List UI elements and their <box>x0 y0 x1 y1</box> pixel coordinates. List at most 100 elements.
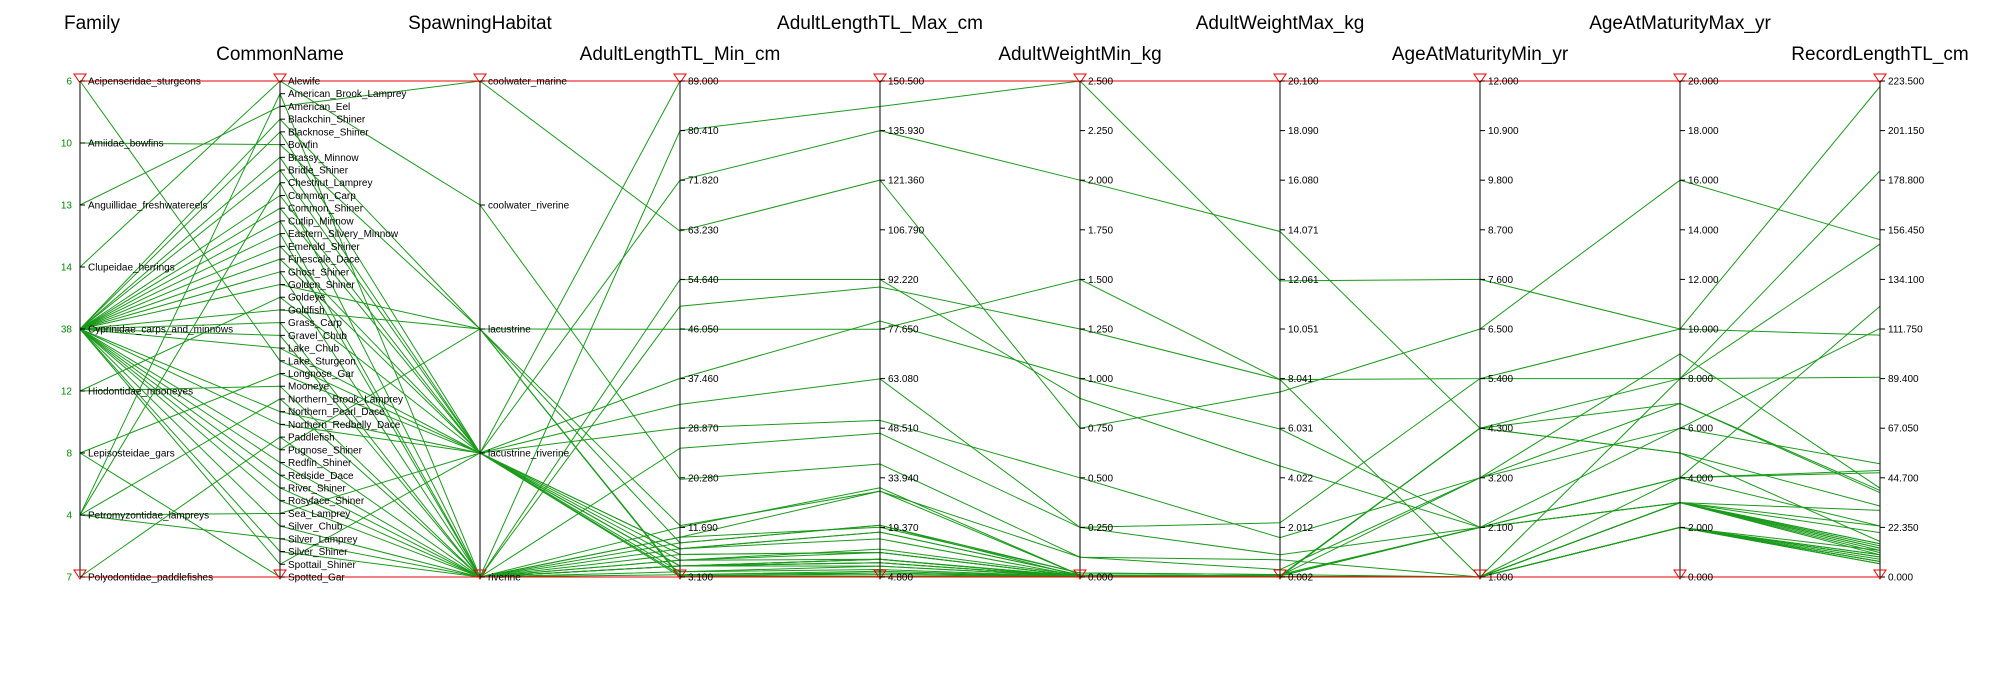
category-label-riverine: riverine <box>488 573 521 584</box>
record-line-grass-carp <box>79 243 1881 578</box>
category-label-chestnut-lamprey: Chestnut_Lamprey <box>288 178 373 189</box>
category-label-goldeye: Goldeye <box>288 293 326 304</box>
tick-label: 223.500 <box>1888 77 1925 88</box>
tick-label: 4.300 <box>1488 424 1513 435</box>
tick-label: 0.750 <box>1088 424 1113 435</box>
tick-label: 8.000 <box>1688 374 1713 385</box>
tick-label: 4.022 <box>1288 473 1313 484</box>
record-line-cutlip-minnow <box>79 220 1881 578</box>
axis-top-marker[interactable] <box>673 73 687 84</box>
category-label-coolwater-marine: coolwater_marine <box>488 77 567 88</box>
category-count: 6 <box>66 77 72 88</box>
axis-bottom-marker[interactable] <box>1273 569 1287 580</box>
axis-adultweightmin-kg: AdultWeightMin_kg 2.500 2.250 2.000 1.750 1.5… <box>998 44 1280 584</box>
axis-top-marker[interactable] <box>1273 73 1287 84</box>
tick-label: 0.500 <box>1088 473 1113 484</box>
tick-label: 1.750 <box>1088 225 1113 236</box>
axis-top-marker[interactable] <box>1473 73 1487 84</box>
axis-title: CommonName <box>216 44 344 65</box>
tick-label: 0.000 <box>1688 573 1713 584</box>
category-label-petromyzontidae-lampreys: Petromyzontidae_lampreys <box>88 511 209 522</box>
axis-top-marker[interactable] <box>873 73 887 84</box>
category-label-cyprinidae-carps-and-minnows: Cyprinidae_carps_and_minnows <box>88 325 233 336</box>
category-label-polyodontidae-paddlefishes: Polyodontidae_paddlefishes <box>88 573 213 584</box>
tick-label: 12.061 <box>1288 275 1319 286</box>
category-label-lepisosteidae-gars: Lepisosteidae_gars <box>88 449 175 460</box>
axes-layer: Family Acipenseridae_sturgeons 6 Amiidae_bo… <box>61 13 1969 584</box>
axis-title: AgeAtMaturityMax_yr <box>1589 13 1771 34</box>
axis-adultweightmax-kg: AdultWeightMax_kg 20.100 18.090 16.080 14.07… <box>1196 13 1480 584</box>
category-label-common-carp: Common_Carp <box>288 191 356 202</box>
tick-label: 156.450 <box>1888 225 1925 236</box>
category-label-common-shiner: Common_Shiner <box>288 204 364 215</box>
category-label-blackchin-shiner: Blackchin_Shiner <box>288 115 366 126</box>
axis-bottom-marker[interactable] <box>1673 569 1687 580</box>
category-count: 12 <box>61 387 73 398</box>
axis-top-marker[interactable] <box>1673 73 1687 84</box>
axis-bottom-marker[interactable] <box>873 569 887 580</box>
category-label-northern-brook-lamprey: Northern_Brook_Lamprey <box>288 394 403 405</box>
category-label-alewife: Alewife <box>288 77 321 88</box>
tick-label: 6.500 <box>1488 325 1513 336</box>
record-line-northern-brook-lamprey <box>79 398 1881 578</box>
axis-bottom-marker[interactable] <box>673 569 687 580</box>
axis-bottom-marker[interactable] <box>1073 569 1087 580</box>
category-count: 38 <box>61 325 73 336</box>
axis-bottom-marker[interactable] <box>1473 569 1487 580</box>
tick-label: 20.280 <box>688 473 719 484</box>
tick-label: 18.000 <box>1688 126 1719 137</box>
tick-label: 63.080 <box>888 374 919 385</box>
category-count: 13 <box>61 201 73 212</box>
category-label-american-eel: American_Eel <box>288 102 350 113</box>
category-label-emerald-shiner: Emerald_Shiner <box>288 242 360 253</box>
tick-label: 48.510 <box>888 424 919 435</box>
tick-label: 2.250 <box>1088 126 1113 137</box>
axis-top-marker[interactable] <box>273 73 287 84</box>
tick-label: 63.230 <box>688 225 719 236</box>
category-label-silver-shiner: Silver_Shiner <box>288 547 348 558</box>
category-label-brassy-minnow: Brassy_Minnow <box>288 153 359 164</box>
category-label-silver-lamprey: Silver_Lamprey <box>288 534 357 545</box>
tick-label: 3.200 <box>1488 473 1513 484</box>
tick-label: 8.700 <box>1488 225 1513 236</box>
tick-label: 8.041 <box>1288 374 1313 385</box>
category-label-golden-shiner: Golden_Shiner <box>288 280 355 291</box>
tick-label: 92.220 <box>888 275 919 286</box>
tick-label: 150.500 <box>888 77 925 88</box>
tick-label: 4.800 <box>888 573 913 584</box>
axis-bottom-marker[interactable] <box>473 569 487 580</box>
tick-label: 0.000 <box>1088 573 1113 584</box>
tick-label: 22.350 <box>1888 523 1919 534</box>
tick-label: 1.250 <box>1088 325 1113 336</box>
tick-label: 201.150 <box>1888 126 1925 137</box>
axis-top-marker[interactable] <box>1073 73 1087 84</box>
record-line-paddlefish <box>79 80 1881 578</box>
tick-label: 18.090 <box>1288 126 1319 137</box>
axis-top-marker[interactable] <box>473 73 487 84</box>
axis-title: AdultWeightMin_kg <box>998 44 1161 65</box>
tick-label: 2.500 <box>1088 77 1113 88</box>
axis-top-marker[interactable] <box>1873 73 1887 84</box>
axis-spawninghabitat: SpawningHabitat coolwater_marine coolwater… <box>408 13 680 584</box>
record-line-longnose-gar <box>79 130 1881 454</box>
category-label-redside-dace: Redside_Dace <box>288 471 354 482</box>
category-label-gravel-chub: Gravel_Chub <box>288 331 347 342</box>
axis-bottom-marker[interactable] <box>73 569 87 580</box>
category-label-longnose-gar: Longnose_Gar <box>288 369 355 380</box>
axis-title: AdultLengthTL_Max_cm <box>777 13 983 34</box>
axis-top-marker[interactable] <box>73 73 87 84</box>
tick-label: 106.790 <box>888 225 925 236</box>
category-label-clupeidae-herrings: Clupeidae_herrings <box>88 263 175 274</box>
axis-title: AdultLengthTL_Min_cm <box>580 44 781 65</box>
tick-label: 12.000 <box>1688 275 1719 286</box>
axis-bottom-marker[interactable] <box>273 569 287 580</box>
axis-bottom-marker[interactable] <box>1873 569 1887 580</box>
tick-label: 0.250 <box>1088 523 1113 534</box>
category-label-coolwater-riverine: coolwater_riverine <box>488 201 570 212</box>
category-label-lake-sturgeon: Lake_Sturgeon <box>288 356 356 367</box>
category-label-redfin-shiner: Redfin_Shiner <box>288 458 352 469</box>
category-count: 8 <box>66 449 72 460</box>
category-count: 14 <box>61 263 73 274</box>
